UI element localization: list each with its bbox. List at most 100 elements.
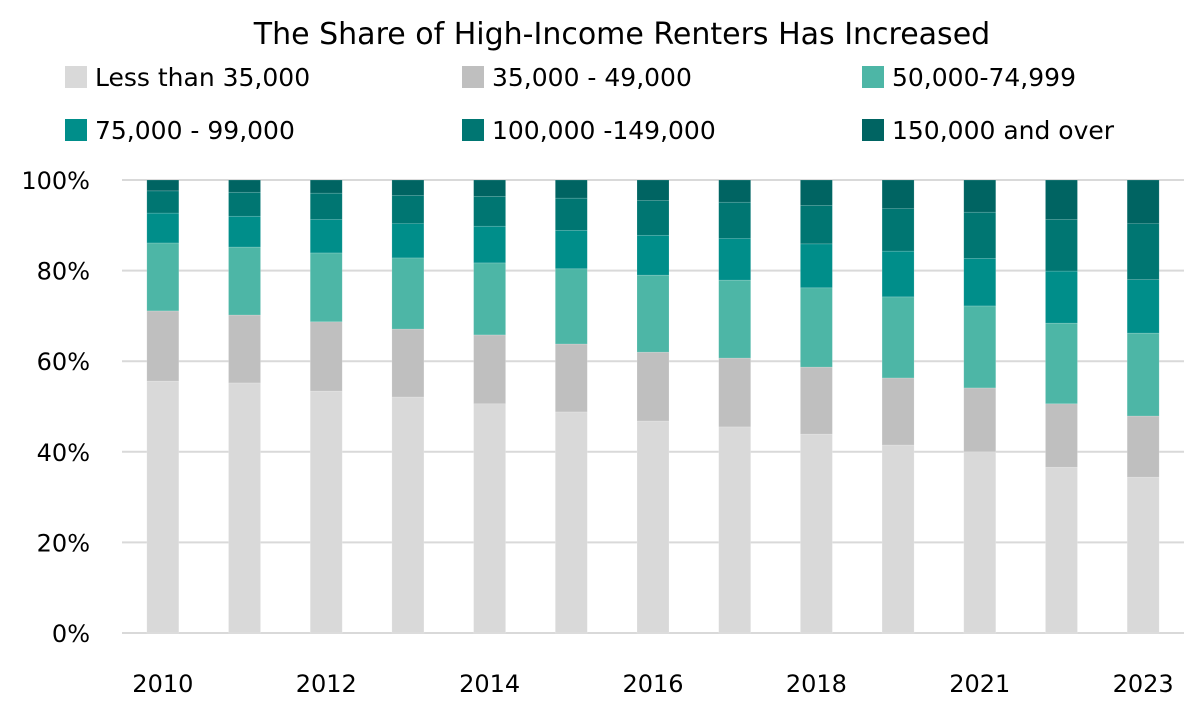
bar-segment [473, 403, 506, 634]
legend: Less than 35,000 35,000 - 49,000 50,000-74… [65, 63, 1115, 145]
bar-segment [1045, 403, 1078, 468]
bar-segment [636, 200, 670, 236]
bar-segment [963, 179, 997, 213]
bar-segment [1045, 322, 1078, 405]
bar-segment [636, 351, 670, 422]
bar-segment [1126, 415, 1160, 478]
bar-segment [228, 382, 261, 634]
legend-swatch [65, 119, 87, 141]
bar-segment [391, 179, 425, 196]
bar-segment [881, 444, 915, 634]
legend-label: 100,000 -149,000 [492, 116, 716, 145]
bar-segment [473, 179, 506, 197]
x-tick-label: 2010 [132, 670, 193, 698]
bar-segment [309, 192, 343, 220]
bar-segment [718, 238, 751, 281]
bar-segment [800, 243, 833, 289]
bar-segment [391, 328, 425, 398]
bar-segment [1045, 270, 1078, 324]
bar-segment [228, 314, 261, 384]
chart-title: The Share of High-Income Renters Has Inc… [253, 17, 990, 52]
bar-segment [636, 234, 670, 276]
x-tick-label: 2014 [459, 670, 520, 698]
bar-segment [391, 257, 425, 330]
x-tick-label: 2023 [1113, 670, 1174, 698]
x-axis: 2010 2012 2014 2016 2018 2021 2023 [132, 670, 1173, 698]
bar-segment [555, 411, 588, 634]
bar-segment [391, 223, 425, 259]
legend-swatch [65, 66, 87, 88]
legend-label: 150,000 and over [892, 116, 1115, 145]
bar-segment [473, 334, 506, 405]
bar-segment [718, 357, 751, 428]
bar-segment [228, 191, 261, 217]
bar-segment [309, 390, 343, 634]
y-tick-label: 40% [37, 439, 90, 467]
bar-segment [800, 366, 833, 435]
bar-segment [146, 190, 180, 214]
legend-label: Less than 35,000 [95, 63, 310, 92]
bar-segment [800, 205, 833, 245]
bar-segment [555, 268, 588, 345]
bar-segment [1126, 332, 1160, 417]
bar-segment [309, 219, 343, 254]
x-tick-label: 2016 [622, 670, 683, 698]
bars [146, 179, 1160, 634]
bar-segment [146, 179, 180, 192]
bar-segment [636, 420, 670, 634]
legend-swatch [862, 119, 884, 141]
legend-label: 50,000-74,999 [892, 63, 1076, 92]
bar-segment [391, 396, 425, 634]
bar-segment [309, 179, 343, 194]
bar-segment [555, 343, 588, 413]
bar-segment [555, 229, 588, 270]
bar-segment [636, 179, 670, 201]
bar-segment [1126, 476, 1160, 634]
bar-segment [963, 387, 997, 453]
bar-segment [146, 212, 180, 244]
bar-segment [146, 310, 180, 382]
bar-segment [881, 250, 915, 298]
bar-segment [636, 274, 670, 353]
x-tick-label: 2012 [296, 670, 357, 698]
bar-segment [718, 179, 751, 203]
bar-segment [228, 179, 261, 193]
bar-segment [881, 179, 915, 209]
legend-swatch [462, 66, 484, 88]
bar-segment [228, 246, 261, 316]
legend-swatch [462, 119, 484, 141]
bar-segment [1045, 219, 1078, 272]
bar-segment [391, 195, 425, 224]
y-tick-label: 0% [52, 620, 90, 648]
bar-segment [473, 196, 506, 227]
bar-segment [881, 377, 915, 446]
bar-segment [309, 252, 343, 323]
y-tick-label: 100% [21, 167, 90, 195]
y-axis: 0% 20% 40% 60% 80% 100% [21, 167, 90, 648]
x-tick-label: 2021 [949, 670, 1010, 698]
bar-segment [963, 258, 997, 307]
bar-segment [963, 305, 997, 389]
bar-segment [718, 426, 751, 634]
bar-segment [1045, 466, 1078, 634]
bar-segment [1045, 179, 1078, 220]
y-tick-label: 60% [37, 348, 90, 376]
bar-segment [228, 215, 261, 248]
bar-segment [146, 242, 180, 312]
bar-segment [146, 380, 180, 634]
y-tick-label: 20% [37, 529, 90, 557]
x-tick-label: 2018 [786, 670, 847, 698]
bar-segment [309, 321, 343, 392]
bar-segment [881, 296, 915, 379]
bar-segment [1126, 179, 1160, 224]
bar-segment [555, 179, 588, 199]
bar-segment [1126, 223, 1160, 280]
legend-swatch [862, 66, 884, 88]
bar-segment [718, 279, 751, 359]
bar-segment [555, 197, 588, 231]
bar-segment [881, 208, 915, 252]
bar-segment [473, 225, 506, 264]
bar-segment [963, 211, 997, 259]
bar-segment [1126, 279, 1160, 334]
